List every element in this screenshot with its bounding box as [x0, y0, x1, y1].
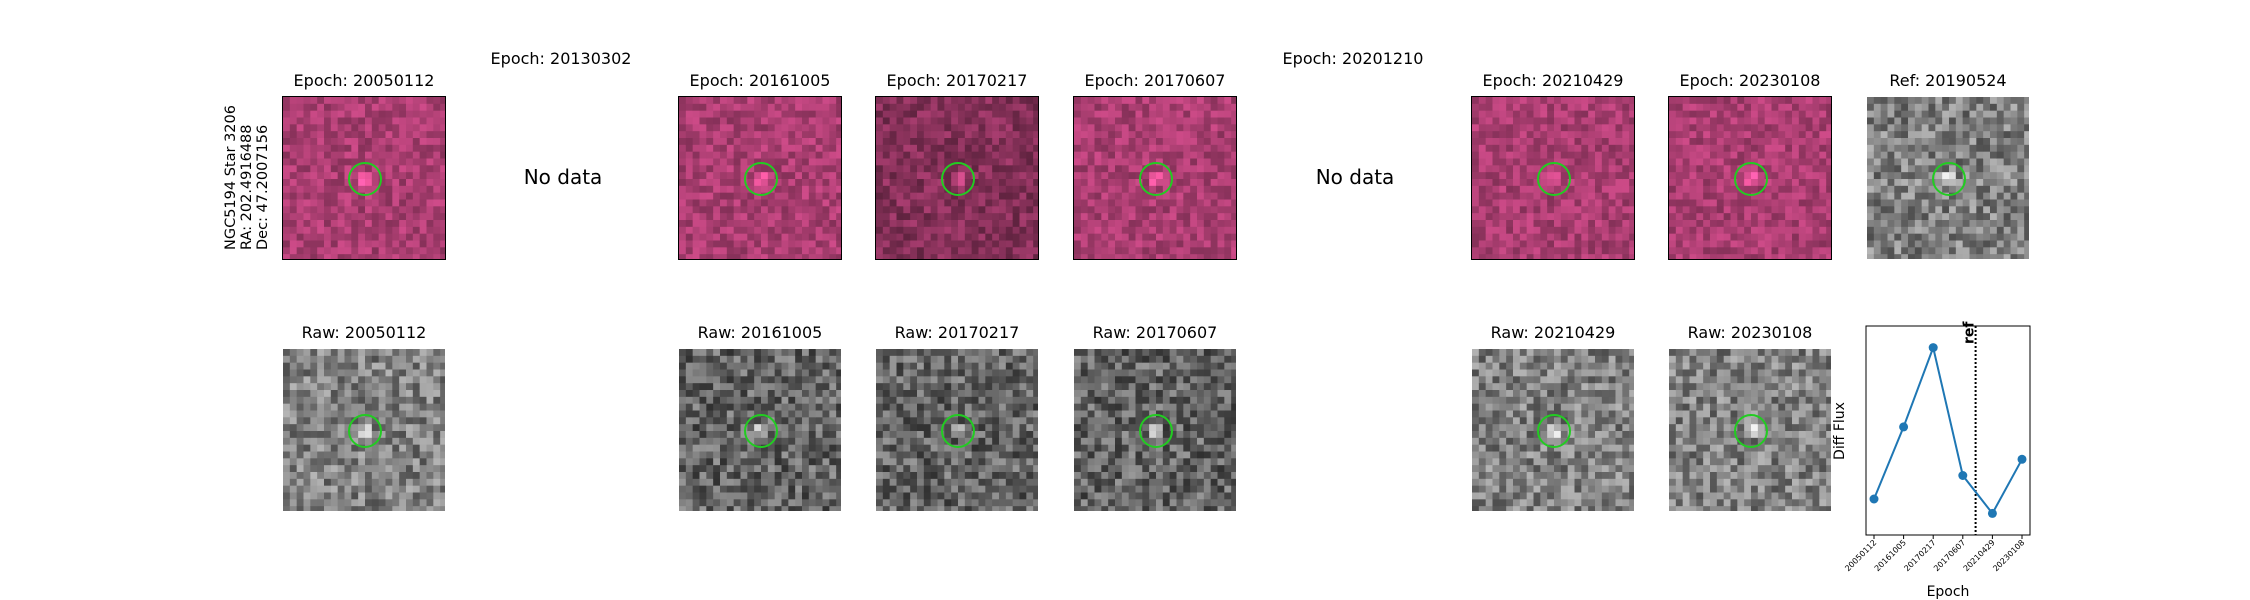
ref-title: Ref: 20190524 — [1889, 71, 2007, 90]
light-curve-chart: ref 200501122016100520170217201706072021… — [1832, 321, 2031, 600]
x-tick-label: 20230108 — [1991, 538, 2026, 573]
no-data-20201210: No data — [1315, 165, 1395, 189]
raw-title-20230108: Raw: 20230108 — [1687, 323, 1813, 342]
raw-image-20170217 — [875, 348, 1039, 512]
ref-image — [1866, 96, 2030, 260]
diff-title-20210429: Epoch: 20210429 — [1482, 71, 1624, 90]
diff-title-20161005: Epoch: 20161005 — [689, 71, 831, 90]
raw-title-20170607: Raw: 20170607 — [1092, 323, 1218, 342]
diff-image-20170607 — [1073, 96, 1237, 260]
target-circle — [1734, 414, 1768, 448]
plot-frame — [1865, 325, 2031, 536]
data-point — [2017, 454, 2027, 464]
ref-cutout — [1867, 97, 2029, 259]
raw-cutout — [876, 349, 1038, 511]
diff-title-20130302: Epoch: 20130302 — [490, 49, 632, 68]
ref-marker-label: ref — [1962, 321, 1978, 344]
diff-cutout — [1669, 97, 1831, 259]
target-circle — [744, 162, 778, 196]
raw-cutout — [283, 349, 445, 511]
target-circle — [348, 162, 382, 196]
raw-title-20170217: Raw: 20170217 — [894, 323, 1020, 342]
raw-cutout — [1669, 349, 1831, 511]
diff-cutout — [1472, 97, 1634, 259]
raw-cutout — [1472, 349, 1634, 511]
data-point — [1928, 343, 1938, 353]
diff-image-20210429 — [1471, 96, 1635, 260]
target-circle — [1734, 162, 1768, 196]
raw-image-20161005 — [678, 348, 842, 512]
star-label: NGC5194 Star 3206 RA: 202.4916488 Dec: 4… — [215, 100, 285, 260]
diff-cutout — [283, 97, 445, 259]
star-dec: Dec: 47.2007156 — [255, 124, 271, 250]
series-line — [1873, 344, 2023, 516]
target-circle — [1537, 162, 1571, 196]
raw-title-20161005: Raw: 20161005 — [697, 323, 823, 342]
target-circle — [1139, 162, 1173, 196]
raw-image-20210429 — [1471, 348, 1635, 512]
raw-title-20050112: Raw: 20050112 — [301, 323, 427, 342]
star-ra: RA: 202.4916488 — [239, 124, 255, 250]
target-circle — [941, 414, 975, 448]
raw-cutout — [1074, 349, 1236, 511]
target-circle — [941, 162, 975, 196]
raw-image-20050112 — [282, 348, 446, 512]
target-circle — [1139, 414, 1173, 448]
y-axis-label: Diff Flux — [1832, 402, 1848, 460]
data-point — [1987, 508, 1997, 518]
target-circle — [348, 414, 382, 448]
raw-image-20170607 — [1073, 348, 1237, 512]
diff-title-20170217: Epoch: 20170217 — [886, 71, 1028, 90]
data-point — [1899, 422, 1909, 432]
data-point — [1958, 471, 1968, 480]
target-circle — [1537, 414, 1571, 448]
target-circle — [744, 414, 778, 448]
diff-image-20230108 — [1668, 96, 1832, 260]
diff-cutout — [876, 97, 1038, 259]
data-point — [1869, 494, 1879, 504]
diff-image-20170217 — [875, 96, 1039, 260]
raw-image-20230108 — [1668, 348, 1832, 512]
diff-title-20201210: Epoch: 20201210 — [1282, 49, 1424, 68]
no-data-20130302: No data — [523, 165, 603, 189]
diff-image-20050112 — [282, 96, 446, 260]
diff-title-20230108: Epoch: 20230108 — [1679, 71, 1821, 90]
diff-image-20161005 — [678, 96, 842, 260]
diff-cutout — [1074, 97, 1236, 259]
raw-title-20210429: Raw: 20210429 — [1490, 323, 1616, 342]
diff-cutout — [679, 97, 841, 259]
raw-cutout — [679, 349, 841, 511]
x-axis-label: Epoch — [1927, 584, 1970, 600]
diff-title-20170607: Epoch: 20170607 — [1084, 71, 1226, 90]
star-name: NGC5194 Star 3206 — [223, 105, 239, 250]
diff-title-20050112: Epoch: 20050112 — [293, 71, 435, 90]
target-circle — [1932, 162, 1966, 196]
